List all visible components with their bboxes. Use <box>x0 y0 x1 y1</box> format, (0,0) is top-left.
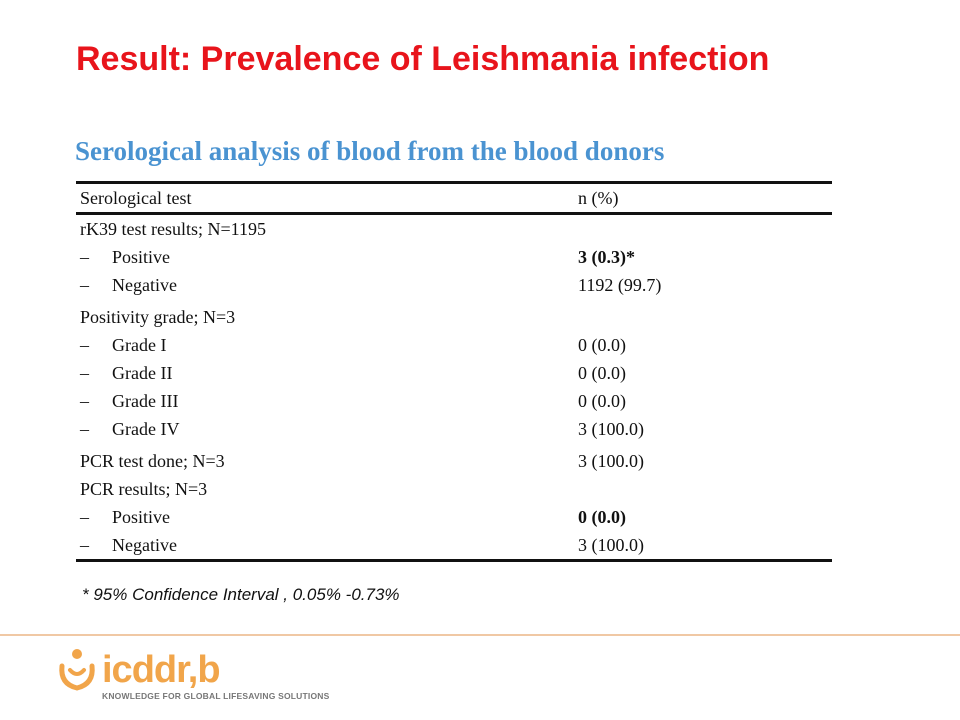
dash-bullet: – <box>80 274 89 295</box>
row-value: 0 (0.0) <box>578 390 626 411</box>
row-value: 3 (100.0) <box>578 418 644 439</box>
row-value <box>574 214 832 244</box>
row-label-cell: – Grade I <box>76 331 574 359</box>
row-label: Grade III <box>112 390 179 411</box>
row-label: Negative <box>112 274 177 295</box>
row-label: Positivity grade; N=3 <box>80 306 236 327</box>
table-body: rK39 test results; N=1195 – Positive 3 (0.3… <box>76 214 832 561</box>
table-row: – Positive 3 (0.3)* <box>76 243 832 271</box>
table-row: – Grade IV 3 (100.0) <box>76 415 832 443</box>
table-row: PCR results; N=3 <box>76 475 832 503</box>
row-label: Grade I <box>112 334 167 355</box>
row-value: 0 (0.0) <box>578 334 626 355</box>
footnote: * 95% Confidence Interval , 0.05% -0.73% <box>82 585 400 604</box>
logo-wordmark: icddr,b <box>102 649 221 691</box>
dash-bullet: – <box>80 390 89 411</box>
row-label-cell: – Grade IV <box>76 415 574 443</box>
row-label-cell: PCR test done; N=3 <box>76 443 574 475</box>
column-header-n: n (%) <box>578 187 619 208</box>
icddrb-logo-icon <box>59 649 95 691</box>
row-label: PCR results; N=3 <box>80 478 208 499</box>
row-value <box>574 299 832 331</box>
footer-divider <box>0 634 960 636</box>
logo-tagline: KNOWLEDGE FOR GLOBAL LIFESAVING SOLUTION… <box>102 691 330 701</box>
table-row: rK39 test results; N=1195 <box>76 214 832 244</box>
table-row: – Positive 0 (0.0) <box>76 503 832 531</box>
row-label-cell: – Negative <box>76 531 574 561</box>
table-row: – Negative 1192 (99.7) <box>76 271 832 299</box>
dash-bullet: – <box>80 506 89 527</box>
table-row: – Grade III 0 (0.0) <box>76 387 832 415</box>
row-label-cell: Positivity grade; N=3 <box>76 299 574 331</box>
row-value: 0 (0.0) <box>578 506 626 527</box>
column-header-test: Serological test <box>80 187 192 208</box>
table-subtitle: Serological analysis of blood from the b… <box>75 136 665 166</box>
icddrb-logo: icddr,b KNOWLEDGE FOR GLOBAL LIFESAVING … <box>56 646 329 706</box>
page-title: Result: Prevalence of Leishmania infecti… <box>76 40 770 78</box>
table-row: Positivity grade; N=3 <box>76 299 832 331</box>
row-label-cell: rK39 test results; N=1195 <box>76 214 574 244</box>
row-label-cell: PCR results; N=3 <box>76 475 574 503</box>
row-label: Grade IV <box>112 418 180 439</box>
row-value: 1192 (99.7) <box>578 274 662 295</box>
row-value <box>574 475 832 503</box>
row-value: 3 (0.3)* <box>578 246 635 267</box>
row-label: Negative <box>112 534 177 555</box>
table-row: PCR test done; N=3 3 (100.0) <box>76 443 832 475</box>
row-label: PCR test done; N=3 <box>80 450 225 471</box>
row-label-cell: – Grade II <box>76 359 574 387</box>
table-row: – Negative 3 (100.0) <box>76 531 832 561</box>
results-table-container: Serological test n (%) rK39 test results… <box>76 181 832 562</box>
row-value: 0 (0.0) <box>578 362 626 383</box>
row-label: rK39 test results; N=1195 <box>80 218 266 239</box>
row-value: 3 (100.0) <box>578 450 644 471</box>
row-label-cell: – Positive <box>76 503 574 531</box>
dash-bullet: – <box>80 362 89 383</box>
row-value: 3 (100.0) <box>578 534 644 555</box>
dash-bullet: – <box>80 334 89 355</box>
dash-bullet: – <box>80 418 89 439</box>
row-label-cell: – Positive <box>76 243 574 271</box>
row-label-cell: – Grade III <box>76 387 574 415</box>
results-table: Serological test n (%) rK39 test results… <box>76 181 832 562</box>
row-label: Positive <box>112 246 171 267</box>
row-label: Grade II <box>112 362 173 383</box>
table-header-row: Serological test n (%) <box>76 182 832 214</box>
row-label: Positive <box>112 506 171 527</box>
table-row: – Grade I 0 (0.0) <box>76 331 832 359</box>
dash-bullet: – <box>80 534 89 555</box>
dash-bullet: – <box>80 246 89 267</box>
row-label-cell: – Negative <box>76 271 574 299</box>
table-row: – Grade II 0 (0.0) <box>76 359 832 387</box>
